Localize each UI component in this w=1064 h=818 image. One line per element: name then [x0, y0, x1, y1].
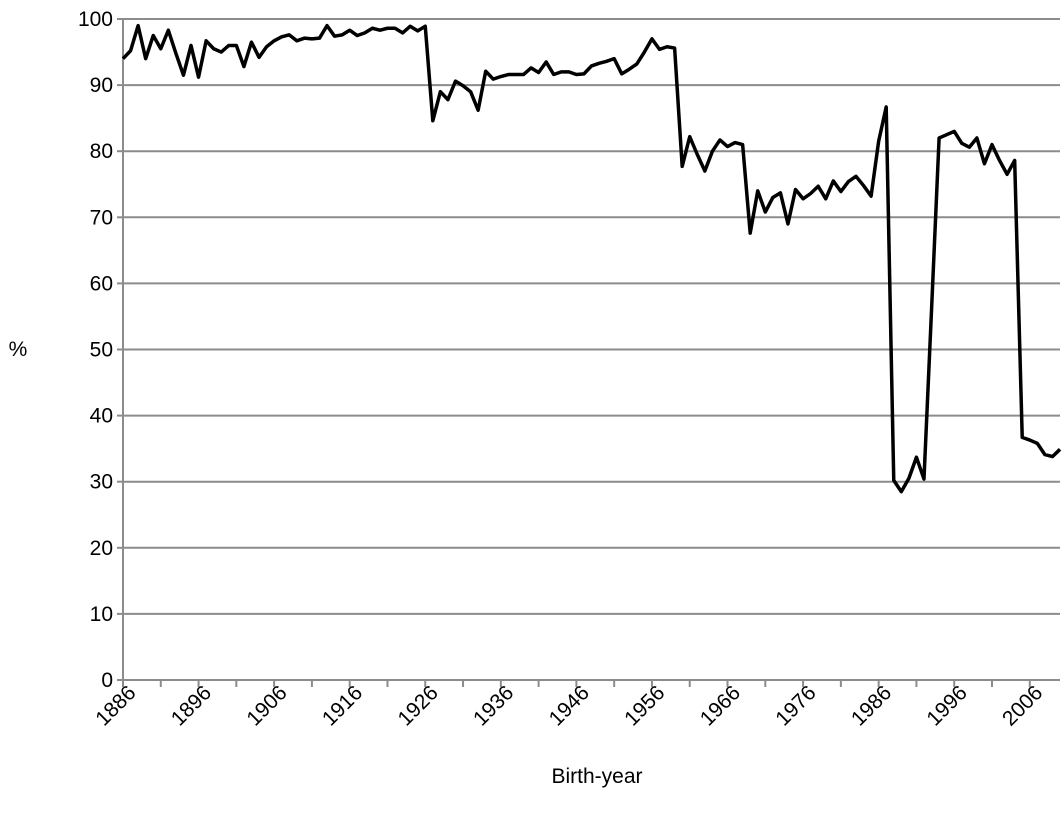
y-tick-label: 80	[90, 140, 113, 163]
x-tick-label: 1926	[393, 681, 442, 730]
y-tick-label: 100	[78, 8, 113, 31]
x-tick-label: 1986	[847, 681, 896, 730]
y-tick-label: 20	[90, 537, 113, 560]
y-tick-label: 60	[90, 272, 113, 295]
y-tick-label: 50	[90, 339, 113, 362]
y-tick-label: 40	[90, 405, 113, 428]
series-line	[121, 23, 1062, 494]
x-tick-label: 2006	[998, 681, 1047, 730]
x-tick-label: 1936	[469, 681, 518, 730]
y-tick-label: 30	[90, 471, 113, 494]
y-tick-labels: 0 10 20 30 40 50 60 70 80 90 100	[78, 8, 113, 692]
x-tick-label: 1916	[318, 681, 367, 730]
x-axis-title: Birth-year	[551, 765, 642, 788]
y-tick-label: 0	[101, 669, 113, 692]
y-tick-label: 10	[90, 603, 113, 626]
x-tick-label: 1996	[922, 681, 971, 730]
y-axis-title: %	[9, 338, 28, 361]
grid-lines	[123, 18, 1060, 615]
x-tick-label: 1886	[91, 681, 140, 730]
x-tick-label: 1896	[167, 681, 216, 730]
x-tick-label: 1906	[242, 681, 291, 730]
y-tick-label: 70	[90, 206, 113, 229]
x-tick-label: 1966	[696, 681, 745, 730]
x-tick-label: 1976	[771, 681, 820, 730]
series-layer	[121, 23, 1062, 494]
y-tick-label: 90	[90, 74, 113, 97]
x-tick-label: 1946	[545, 681, 594, 730]
x-tick-label: 1956	[620, 681, 669, 730]
axes	[117, 18, 1060, 687]
x-tick-labels: 1886 1896 1906 1916 1926 1936 1946 1956 1966 1976…	[91, 681, 1047, 730]
